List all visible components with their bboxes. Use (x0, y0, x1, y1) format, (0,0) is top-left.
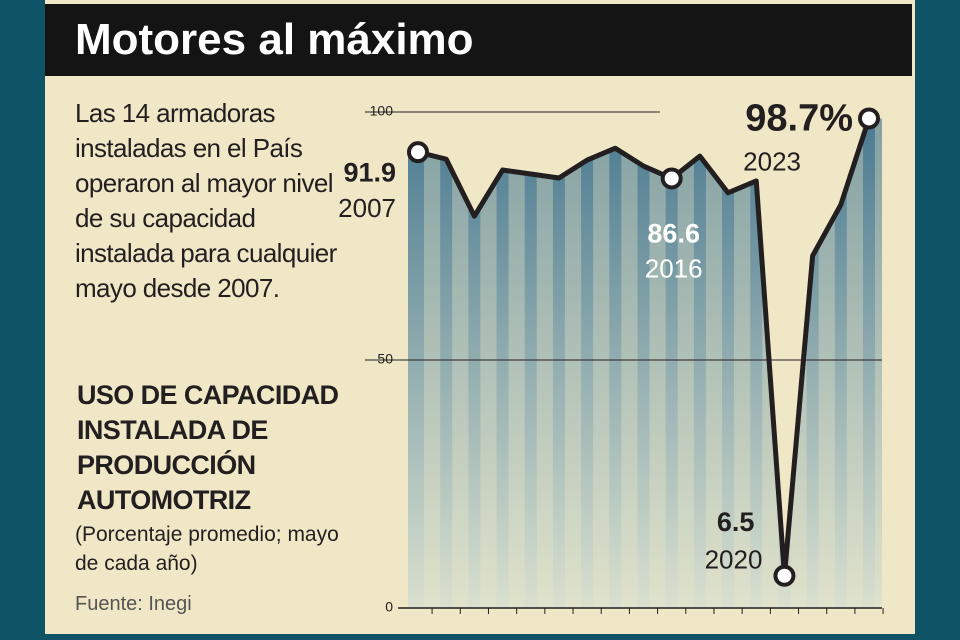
area (408, 118, 882, 608)
stripe (649, 118, 666, 608)
chart-subtitle: (Porcentaje promedio; mayo de cada año) (75, 523, 339, 575)
stripe (424, 118, 441, 608)
title: Motores al máximo (45, 4, 912, 76)
stripe (621, 118, 638, 608)
x-label: 2023 (743, 146, 801, 176)
description: Las 14 armadoras instaladas en el País o… (75, 98, 337, 303)
line (417, 117, 872, 579)
point (858, 107, 880, 130)
y-tick-label: 50 (377, 351, 393, 367)
value-label: 98.7% (745, 97, 853, 139)
y-tick-label: 0 (385, 599, 393, 615)
stripe (875, 118, 882, 608)
stripe (593, 118, 610, 608)
stripe (452, 118, 469, 608)
point (660, 167, 683, 190)
stripe (564, 118, 582, 608)
x-label: 2020 (705, 545, 763, 575)
point (773, 564, 796, 587)
stripes (424, 118, 882, 608)
value-label: 86.6 (647, 219, 700, 249)
stripe (536, 118, 553, 608)
value-label: 91.9 (343, 157, 396, 187)
chart-title: USO DE CAPACIDAD INSTALADA DE PRODUCCIÓN… (77, 380, 339, 515)
stripe (677, 118, 694, 608)
value-label: 6.5 (717, 507, 755, 537)
y-tick-label: 100 (370, 103, 394, 119)
stripe (705, 118, 723, 608)
stripe (734, 118, 751, 608)
source: Fuente: Inegi (75, 593, 192, 615)
x-label: 2007 (338, 193, 396, 223)
x-label: 2016 (645, 253, 703, 283)
stripe (818, 118, 835, 608)
stripe (508, 118, 525, 608)
stripe (846, 118, 863, 608)
point (407, 141, 429, 164)
stripe (480, 118, 497, 608)
